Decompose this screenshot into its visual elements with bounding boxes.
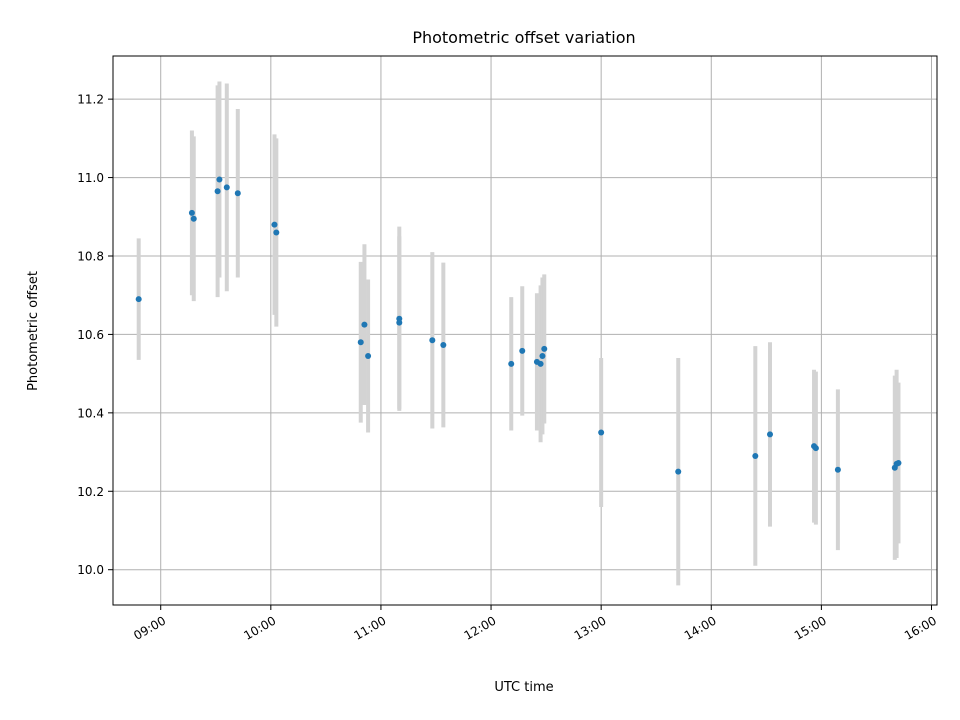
grid: [113, 56, 937, 605]
data-point: [895, 460, 902, 467]
data-point: [234, 190, 241, 197]
data-point: [271, 221, 278, 228]
data-point: [834, 466, 841, 473]
data-point: [216, 176, 223, 183]
data-point: [508, 360, 515, 367]
y-tick-label: 11.2: [77, 93, 104, 107]
x-axis-label: UTC time: [494, 680, 553, 695]
y-tick-label: 10.8: [77, 249, 104, 263]
data-point: [357, 339, 364, 346]
data-points: [135, 176, 902, 475]
data-point: [675, 468, 682, 475]
y-axis-label: Photometric offset: [26, 271, 41, 391]
data-point: [812, 445, 819, 452]
data-point: [537, 360, 544, 367]
data-point: [273, 229, 280, 236]
data-point: [440, 342, 447, 349]
data-point: [766, 431, 773, 438]
data-point: [361, 321, 368, 328]
data-point: [214, 188, 221, 195]
data-point: [429, 337, 436, 344]
chart-title: Photometric offset variation: [412, 28, 635, 47]
data-point: [135, 296, 142, 303]
data-point: [188, 209, 195, 216]
data-point: [541, 345, 548, 352]
y-tick-label: 10.0: [77, 563, 104, 577]
data-point: [752, 452, 759, 459]
data-point: [539, 352, 546, 359]
y-tick-label: 10.2: [77, 485, 104, 499]
data-point: [396, 319, 403, 326]
plot-frame: [112, 55, 938, 606]
y-tick-label: 10.6: [77, 328, 104, 342]
data-point: [365, 352, 372, 359]
y-axis-ticks: 10.0 10.2 10.4 10.6 10.8 11.0 11.2: [77, 93, 113, 577]
y-tick-label: 10.4: [77, 406, 104, 420]
data-point: [223, 184, 230, 191]
y-tick-label: 11.0: [77, 171, 104, 185]
data-point: [598, 429, 605, 436]
data-point: [519, 347, 526, 354]
data-point: [190, 215, 197, 222]
